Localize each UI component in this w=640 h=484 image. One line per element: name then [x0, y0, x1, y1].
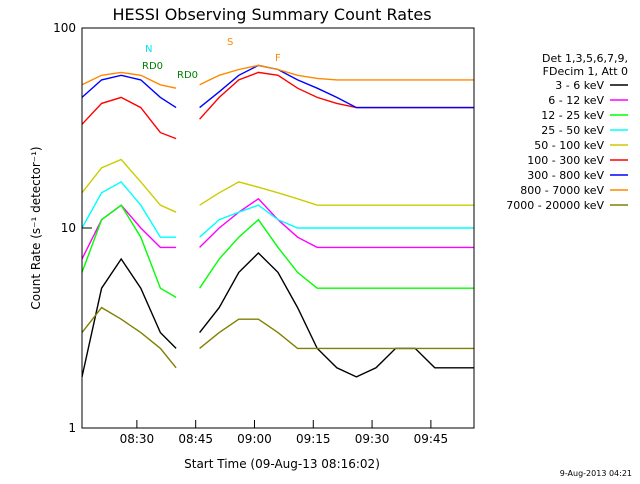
legend-label-8: 7000 - 20000 keV	[506, 199, 604, 212]
legend-label-5: 100 - 300 keV	[527, 154, 604, 167]
legend-label-6: 300 - 800 keV	[527, 169, 604, 182]
series-line-0-seg-1	[199, 252, 474, 378]
legend-header-1: FDecim 1, Att 0	[543, 65, 628, 78]
y-tick-label-1: 10	[61, 221, 76, 235]
legend-label-3: 25 - 50 keV	[541, 124, 604, 137]
legend-label-0: 3 - 6 keV	[555, 79, 604, 92]
legend: Det 1,3,5,6,7,9,FDecim 1, Att 03 - 6 keV…	[506, 52, 628, 212]
x-tick-label-1: 08:45	[178, 432, 213, 446]
series-line-7-seg-0	[81, 71, 177, 89]
annotation-label-4: F	[275, 53, 281, 64]
legend-header-0: Det 1,3,5,6,7,9,	[542, 52, 628, 65]
annotation-label-3: S	[227, 37, 233, 48]
series-line-1-seg-0	[81, 204, 177, 260]
series-line-3-seg-0	[81, 181, 177, 238]
series-line-5-seg-0	[81, 96, 177, 140]
legend-label-1: 6 - 12 keV	[548, 94, 604, 107]
plot-layer: 1 10 100 08:30 08:45 09:00 09:15 09:30 09:45 N RD0…	[53, 21, 475, 446]
series-line-4-seg-1	[199, 181, 474, 206]
annotation-label-1: RD0	[142, 61, 163, 72]
series-line-6-seg-0	[81, 74, 177, 109]
series-line-1-seg-1	[199, 197, 474, 249]
series-line-3-seg-1	[199, 204, 474, 238]
legend-label-7: 800 - 7000 keV	[520, 184, 604, 197]
annotation-label-0: N	[145, 44, 152, 55]
footer-timestamp: 9-Aug-2013 04:21	[560, 469, 632, 478]
legend-label-4: 50 - 100 keV	[534, 139, 604, 152]
series-line-8-seg-0	[81, 306, 177, 369]
x-axis-label: Start Time (09-Aug-13 08:16:02)	[184, 457, 380, 471]
y-axis-label: Count Rate (s⁻¹ detector⁻¹)	[29, 146, 43, 309]
annotation-label-2: RD0	[177, 70, 198, 81]
legend-label-2: 12 - 25 keV	[541, 109, 604, 122]
x-tick-label-3: 09:15	[296, 432, 331, 446]
series-line-2-seg-0	[81, 204, 177, 299]
y-tick-label-2: 100	[53, 21, 76, 35]
x-tick-label-5: 09:45	[414, 432, 449, 446]
series-line-0-seg-0	[81, 257, 177, 378]
series-line-4-seg-0	[81, 158, 177, 213]
series-line-6-seg-1	[199, 64, 474, 109]
series-line-2-seg-1	[199, 218, 474, 289]
x-tick-label-0: 08:30	[120, 432, 155, 446]
series-line-7-seg-1	[199, 64, 474, 86]
y-tick-label-0: 1	[68, 421, 76, 435]
series-line-8-seg-1	[199, 318, 474, 350]
x-tick-label-2: 09:00	[237, 432, 272, 446]
x-tick-label-4: 09:30	[355, 432, 390, 446]
chart-title: HESSI Observing Summary Count Rates	[112, 5, 431, 24]
